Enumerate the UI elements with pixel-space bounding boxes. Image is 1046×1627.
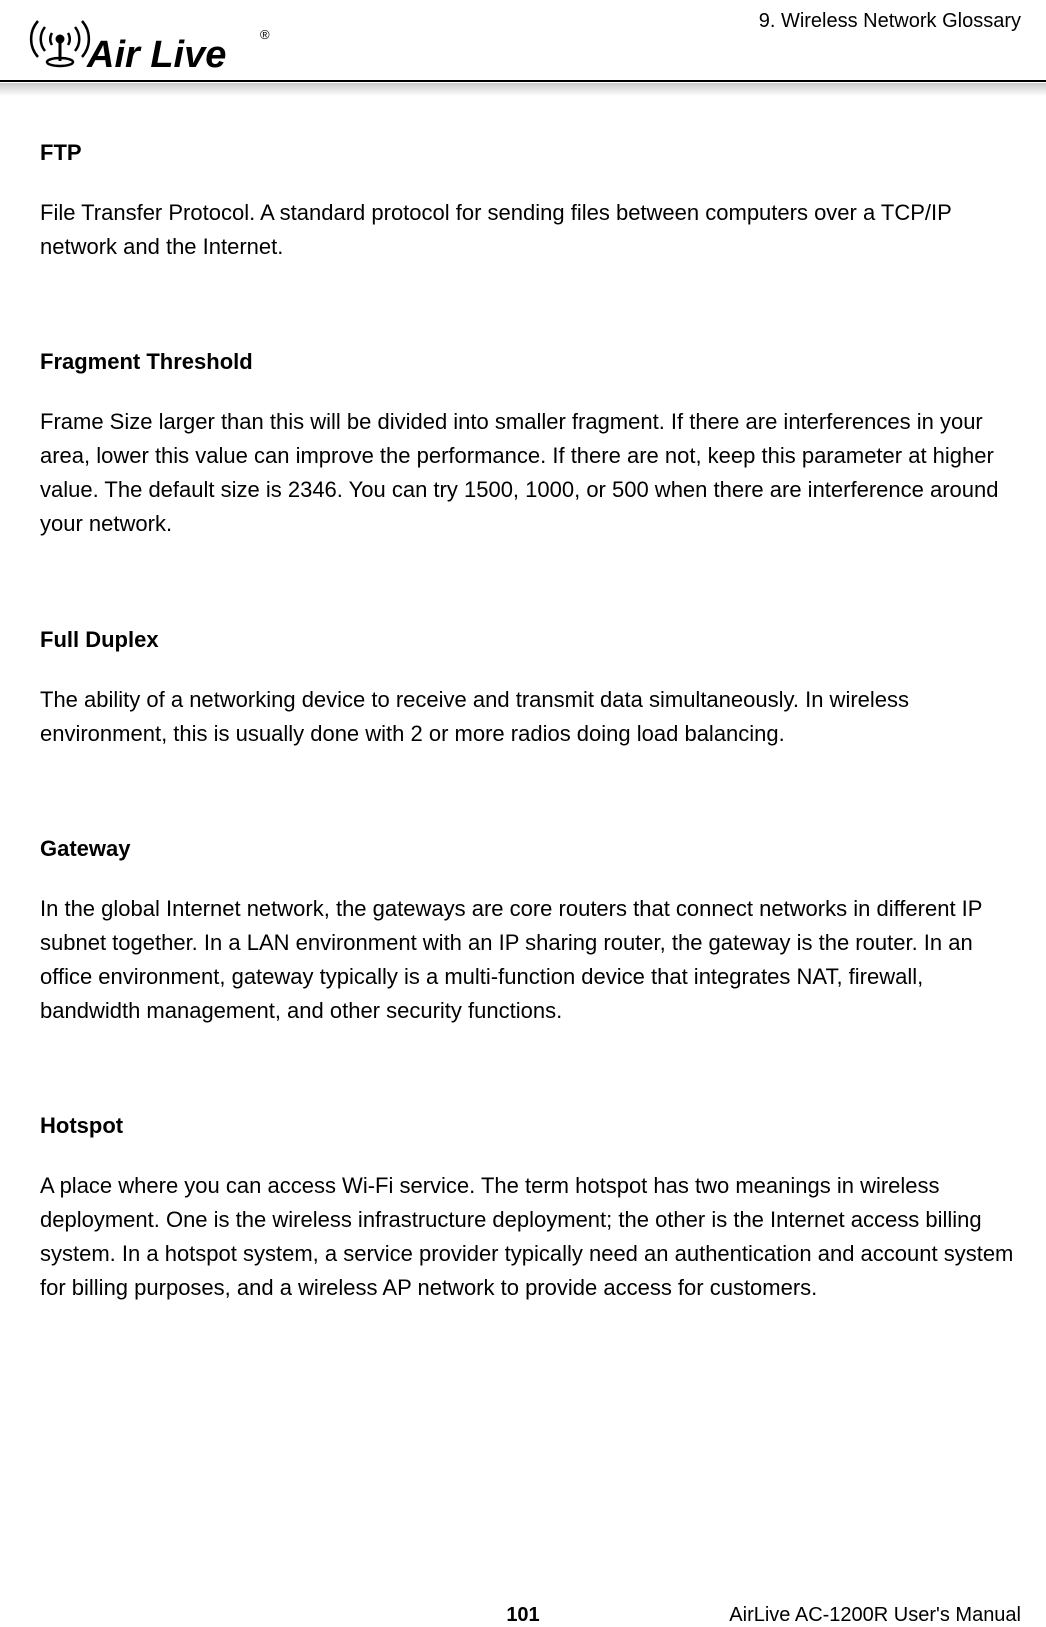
- page-number: 101: [506, 1604, 539, 1627]
- manual-title: AirLive AC-1200R User's Manual: [729, 1604, 1021, 1627]
- term-title: FTP: [40, 140, 1021, 166]
- svg-text:Air Live: Air Live: [86, 34, 226, 76]
- term-definition: File Transfer Protocol. A standard proto…: [40, 196, 1021, 264]
- term-definition: The ability of a networking device to re…: [40, 683, 1021, 751]
- header-divider: [0, 80, 1046, 98]
- svg-text:®: ®: [260, 27, 270, 42]
- term-definition: Frame Size larger than this will be divi…: [40, 405, 1021, 541]
- term-title: Full Duplex: [40, 627, 1021, 653]
- page-header: Air Live ® 9. Wireless Network Glossary: [0, 0, 1046, 100]
- content-area: FTP File Transfer Protocol. A standard p…: [0, 100, 1046, 1306]
- glossary-entry: Gateway In the global Internet network, …: [40, 836, 1021, 1028]
- glossary-entry: Fragment Threshold Frame Size larger tha…: [40, 349, 1021, 541]
- term-title: Gateway: [40, 836, 1021, 862]
- glossary-entry: Hotspot A place where you can access Wi-…: [40, 1113, 1021, 1305]
- glossary-entry: FTP File Transfer Protocol. A standard p…: [40, 140, 1021, 264]
- term-definition: A place where you can access Wi-Fi servi…: [40, 1169, 1021, 1305]
- brand-logo: Air Live ®: [25, 5, 275, 82]
- glossary-entry: Full Duplex The ability of a networking …: [40, 627, 1021, 751]
- term-definition: In the global Internet network, the gate…: [40, 892, 1021, 1028]
- chapter-label: 9. Wireless Network Glossary: [759, 10, 1021, 33]
- term-title: Fragment Threshold: [40, 349, 1021, 375]
- airlive-logo-icon: Air Live ®: [25, 5, 275, 77]
- term-title: Hotspot: [40, 1113, 1021, 1139]
